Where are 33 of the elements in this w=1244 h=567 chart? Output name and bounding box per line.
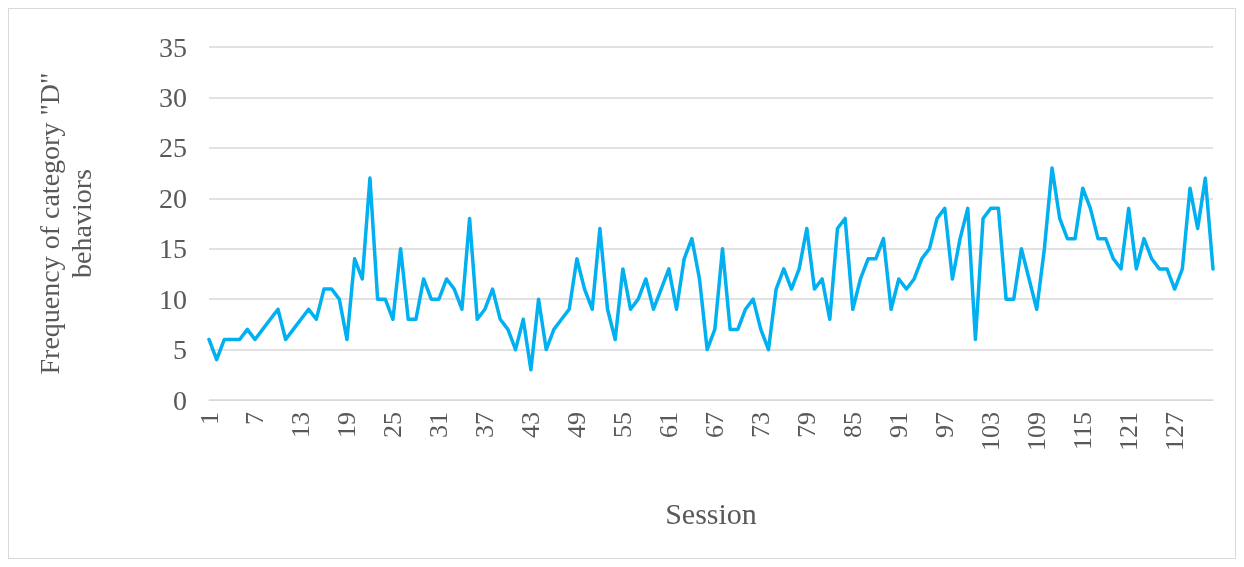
x-tick-label: 61	[654, 412, 684, 438]
x-tick-label: 109	[1022, 412, 1052, 451]
x-tick-label: 103	[976, 412, 1006, 451]
x-axis-title: Session	[665, 496, 757, 530]
x-tick-label: 43	[516, 412, 546, 438]
x-tick-label: 67	[700, 412, 730, 438]
x-tick-label: 85	[838, 412, 868, 438]
y-tick-label: 10	[159, 283, 187, 315]
y-tick-label: 15	[159, 233, 187, 265]
x-tick-label: 1	[194, 412, 224, 425]
x-tick-label: 55	[608, 412, 638, 438]
y-tick-label: 35	[159, 31, 187, 63]
y-axis-title: Frequency of category "D" behaviors	[33, 72, 97, 375]
x-tick-label: 91	[884, 412, 914, 438]
x-tick-label: 49	[562, 412, 592, 438]
x-tick-label: 25	[378, 412, 408, 438]
x-tick-label: 127	[1160, 412, 1190, 451]
y-tick-label: 0	[173, 384, 187, 416]
y-tick-label: 20	[159, 182, 187, 214]
y-tick-label: 5	[173, 334, 187, 366]
x-tick-label: 31	[424, 412, 454, 438]
x-tick-label: 7	[240, 412, 270, 425]
x-tick-label: 19	[332, 412, 362, 438]
x-tick-label: 73	[746, 412, 776, 438]
y-tick-label: 30	[159, 81, 187, 113]
y-tick-label: 25	[159, 132, 187, 164]
x-tick-label: 121	[1114, 412, 1144, 451]
x-tick-label: 37	[470, 412, 500, 438]
x-tick-label: 115	[1068, 412, 1098, 451]
x-tick-label: 13	[286, 412, 316, 438]
x-tick-label: 79	[792, 412, 822, 438]
line-series	[207, 166, 1215, 372]
x-tick-label: 97	[930, 412, 960, 438]
